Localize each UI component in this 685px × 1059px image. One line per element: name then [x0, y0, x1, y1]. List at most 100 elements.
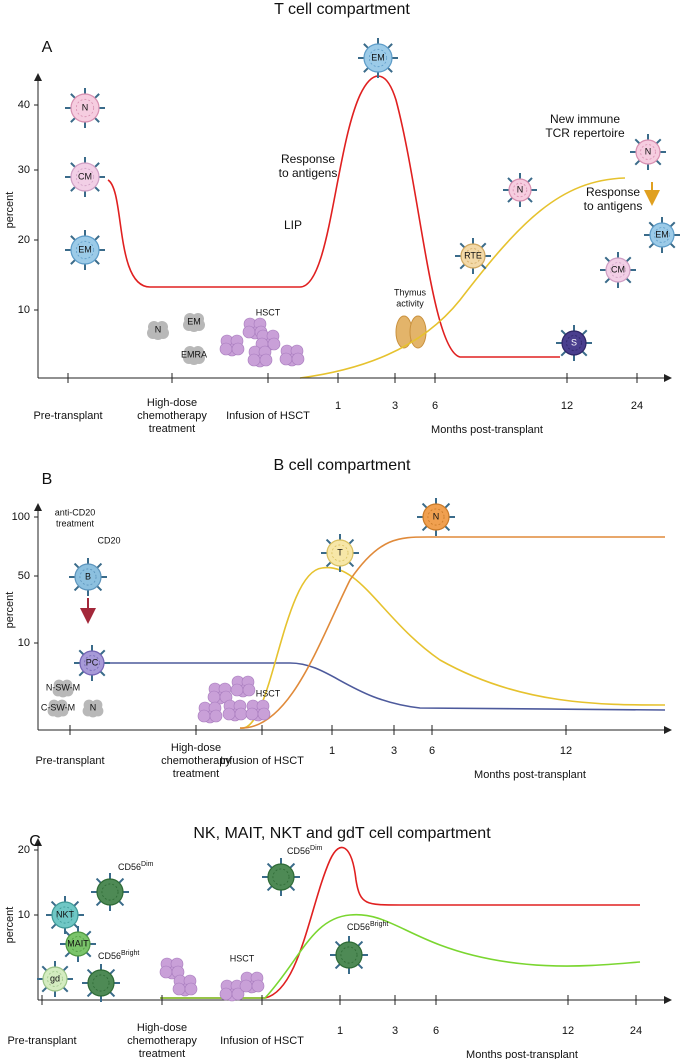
cell-nucleus — [331, 544, 349, 562]
cell-receptor — [421, 525, 428, 532]
cd56-label: CD56Dim — [118, 861, 154, 873]
cell-receptor — [109, 991, 116, 998]
cell-receptor — [94, 259, 100, 265]
curve — [239, 536, 665, 729]
hsct-cell — [172, 982, 186, 996]
cell-receptor — [634, 159, 641, 166]
panel: 10 50 100 Pre-transplant High-dosechemothera… — [4, 457, 672, 781]
x-tick-label: 6 — [433, 1025, 439, 1037]
cell-label: C-SW-M — [41, 702, 75, 712]
cell-receptor — [70, 93, 76, 99]
y-tick-label: 10 — [18, 304, 30, 316]
cell-label: CM — [78, 171, 92, 181]
cell-blob — [193, 352, 205, 364]
x-tick-label: Infusion of HSCT — [220, 1035, 304, 1047]
cell-receptor — [94, 117, 100, 123]
annotation: Thymus — [394, 287, 427, 297]
cell-label: N — [82, 102, 89, 112]
cell-label: PC — [86, 657, 99, 667]
cell — [363, 43, 393, 73]
cell — [74, 563, 102, 591]
cell-label: N — [90, 702, 97, 712]
hsct-cell — [267, 337, 281, 351]
cell-blob — [157, 327, 169, 339]
cell — [335, 941, 363, 969]
cell-label: N — [433, 511, 440, 521]
cell-receptor — [527, 197, 533, 203]
cell-receptor — [86, 968, 93, 975]
cell — [326, 539, 354, 567]
cell — [51, 901, 79, 929]
cell-receptor — [357, 940, 364, 947]
cell-nucleus — [75, 98, 95, 118]
cell-receptor — [96, 562, 103, 569]
cd56-sup: Dim — [310, 845, 323, 852]
cell-receptor — [289, 885, 296, 892]
cell-nucleus — [101, 883, 119, 901]
cell-receptor — [118, 877, 125, 884]
curve — [239, 566, 666, 729]
hsct-cell — [207, 690, 221, 704]
annotation: Response — [281, 152, 335, 166]
cell-nucleus — [610, 262, 626, 278]
cell-receptor — [387, 43, 393, 49]
panel: 10 20 30 40 Pre-transplant High-dosechemother… — [4, 1, 680, 436]
cell-receptor — [62, 986, 69, 993]
cell-receptor — [266, 862, 273, 869]
x-tick-label: chemotherapy — [127, 1035, 197, 1047]
hsct-cell — [242, 325, 256, 339]
annotation: TCR repertoire — [545, 126, 625, 140]
cell-label: NKT — [56, 909, 75, 919]
cell-receptor — [95, 877, 102, 884]
cd56-base: CD56 — [347, 922, 370, 932]
cell-receptor — [363, 43, 369, 49]
x-tick-label: Pre-transplant — [33, 410, 102, 422]
x-tick-label: High-dose — [147, 397, 197, 409]
panel-title: T cell compartment — [274, 1, 410, 18]
cell-receptor — [334, 940, 341, 947]
x-tick-label: 12 — [562, 1025, 574, 1037]
cell-receptor — [444, 525, 451, 532]
cell-label: S — [571, 337, 577, 347]
curve — [299, 177, 626, 379]
cell-receptor — [289, 862, 296, 869]
annotation: New immune — [550, 112, 620, 126]
cell-nucleus — [654, 227, 670, 243]
cell-receptor — [334, 963, 341, 970]
hsct-cell — [259, 353, 273, 367]
annotation: CD20 — [97, 535, 120, 545]
x-tick-label: treatment — [139, 1048, 185, 1059]
x-tick-label: treatment — [149, 423, 195, 435]
cell — [605, 257, 631, 283]
hsct-cell — [245, 707, 259, 721]
cell-label: N-SW-M — [46, 682, 80, 692]
cell-blob — [52, 685, 64, 697]
cell-label: N — [155, 324, 162, 334]
y-tick-label: 20 — [18, 234, 30, 246]
cd56-sup: Bright — [370, 921, 388, 928]
cell-receptor — [634, 138, 641, 145]
x-tick-label: 1 — [337, 1025, 343, 1037]
cell-receptor — [99, 670, 106, 677]
cd56-sup: Dim — [141, 861, 154, 868]
cell-nucleus — [56, 906, 74, 924]
cell-receptor — [480, 263, 487, 270]
cell-receptor — [604, 256, 611, 263]
panel: 10 20 Pre-transplant High-dosechemotherapyt… — [4, 825, 672, 1059]
panel-title: B cell compartment — [274, 457, 411, 474]
cell-receptor — [85, 930, 92, 937]
x-tick-label: treatment — [173, 768, 219, 780]
cell-label: N — [517, 184, 524, 194]
cell-label: EMRA — [181, 349, 207, 359]
x-tick-label: 1 — [329, 745, 335, 757]
cell-receptor — [507, 197, 513, 203]
cell — [561, 330, 587, 356]
x-tick-label: High-dose — [171, 742, 221, 754]
cell-blob — [82, 705, 94, 717]
cell-receptor — [70, 259, 76, 265]
cell-receptor — [363, 67, 369, 73]
x-tick-label: 6 — [432, 400, 438, 412]
cell-receptor — [94, 235, 100, 241]
cell-receptor — [78, 670, 85, 677]
cell-label: T — [337, 547, 343, 557]
